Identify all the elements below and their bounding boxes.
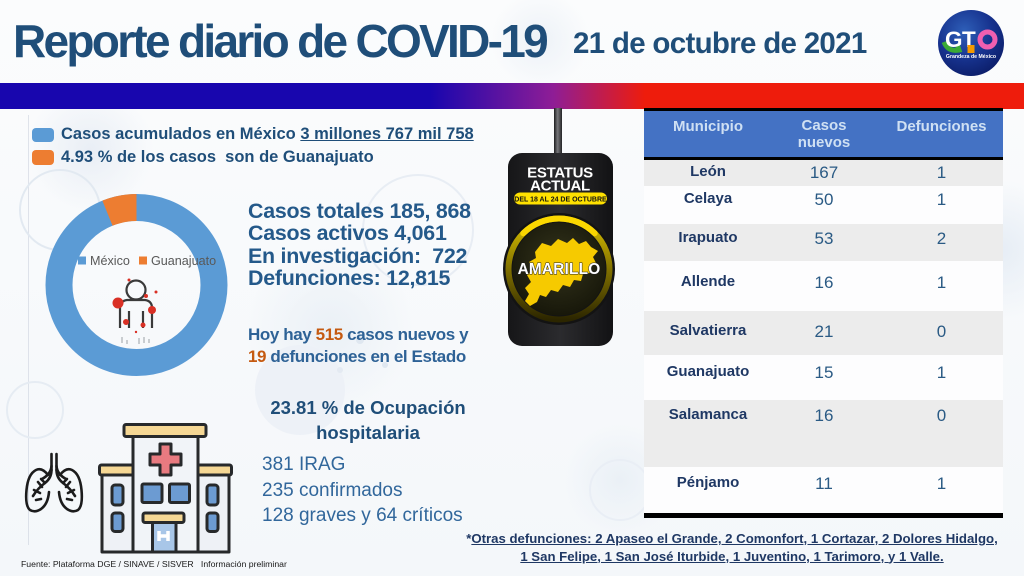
svg-text:DEL 18 AL 24 DE OCTUBRE: DEL 18 AL 24 DE OCTUBRE <box>514 197 607 204</box>
svg-text:ACTUAL: ACTUAL <box>530 178 590 195</box>
svg-text:Grandeza de México: Grandeza de México <box>946 54 996 60</box>
svg-text:AMARILLO: AMARILLO <box>518 261 601 278</box>
svg-text:Guanajuato: Guanajuato <box>151 254 216 268</box>
svg-text:G: G <box>945 27 963 52</box>
svg-text:México: México <box>90 254 130 268</box>
svg-text:ESTATUS: ESTATUS <box>527 165 593 182</box>
